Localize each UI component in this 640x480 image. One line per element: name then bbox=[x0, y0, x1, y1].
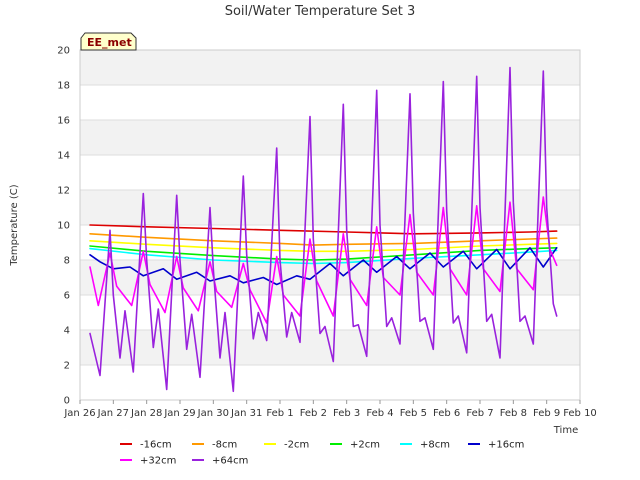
badge-shape bbox=[80, 32, 137, 51]
y-axis-title: Temperature (C) bbox=[9, 184, 20, 266]
x-tick-label: Feb 9 bbox=[533, 408, 560, 419]
plot-band bbox=[80, 295, 580, 330]
x-tick-label: Feb 5 bbox=[400, 408, 427, 419]
plot-background bbox=[80, 50, 580, 400]
plot-band bbox=[80, 190, 580, 225]
badge-label: EE_met bbox=[87, 36, 132, 49]
y-tick-label: 6 bbox=[64, 291, 70, 302]
x-tick-label: Jan 29 bbox=[163, 408, 195, 419]
series-lines bbox=[89, 66, 558, 393]
y-tick-label: 0 bbox=[64, 396, 70, 407]
x-tick-label: Feb 1 bbox=[266, 408, 293, 419]
y-tick-label: 12 bbox=[57, 186, 70, 197]
plot-band bbox=[80, 365, 580, 400]
plot-band bbox=[80, 50, 580, 85]
x-tick-label: Feb 6 bbox=[433, 408, 460, 419]
x-tick-label: Feb 3 bbox=[333, 408, 360, 419]
legend-label: -2cm bbox=[284, 440, 309, 451]
x-tick-label: Jan 27 bbox=[97, 408, 129, 419]
x-axis-title: Time bbox=[553, 425, 578, 436]
series-line-16cm bbox=[89, 247, 558, 286]
x-tick-label: Feb 8 bbox=[500, 408, 527, 419]
legend-label: +8cm bbox=[420, 440, 450, 451]
y-tick-label: 10 bbox=[57, 221, 70, 232]
x-tick-label: Jan 26 bbox=[63, 408, 95, 419]
x-tick-label: Jan 28 bbox=[130, 408, 162, 419]
station-badge: EE_met bbox=[80, 32, 137, 51]
plot-band bbox=[80, 155, 580, 190]
x-tick-label: Feb 7 bbox=[466, 408, 493, 419]
plot-frame bbox=[79, 49, 581, 401]
y-axis-ticks: 0 2 4 6 8 10 12 14 16 18 20 bbox=[57, 46, 70, 407]
y-tick-label: 20 bbox=[57, 46, 70, 57]
x-tick-label: Feb 2 bbox=[300, 408, 327, 419]
x-axis-ticks: Jan 26 Jan 27 Jan 28 Jan 29 Jan 30 Jan 31 Feb … bbox=[63, 400, 597, 419]
series-line-64cm bbox=[89, 66, 558, 393]
y-tick-label: 4 bbox=[64, 326, 70, 337]
legend-label: +64cm bbox=[212, 456, 248, 467]
plot-band bbox=[80, 120, 580, 155]
legend-label: +32cm bbox=[140, 456, 176, 467]
y-tick-label: 14 bbox=[57, 151, 70, 162]
x-tick-label: Jan 31 bbox=[230, 408, 262, 419]
chart-title: Soil/Water Temperature Set 3 bbox=[225, 4, 416, 19]
y-tick-label: 2 bbox=[64, 361, 70, 372]
legend-label: -16cm bbox=[140, 440, 172, 451]
y-tick-label: 8 bbox=[64, 256, 70, 267]
legend-label: -8cm bbox=[212, 440, 237, 451]
legend-label: +16cm bbox=[488, 440, 524, 451]
legend: -16cm -8cm -2cm +2cm +8cm +16cm +32cm +64cm bbox=[120, 440, 524, 467]
legend-label: +2cm bbox=[350, 440, 380, 451]
plot-band bbox=[80, 260, 580, 295]
y-tick-label: 16 bbox=[57, 116, 70, 127]
y-tick-label: 18 bbox=[57, 81, 70, 92]
x-tick-label: Jan 30 bbox=[197, 408, 229, 419]
x-tick-label: Feb 4 bbox=[366, 408, 393, 419]
plot-band bbox=[80, 85, 580, 120]
x-tick-label: Feb 10 bbox=[563, 408, 597, 419]
